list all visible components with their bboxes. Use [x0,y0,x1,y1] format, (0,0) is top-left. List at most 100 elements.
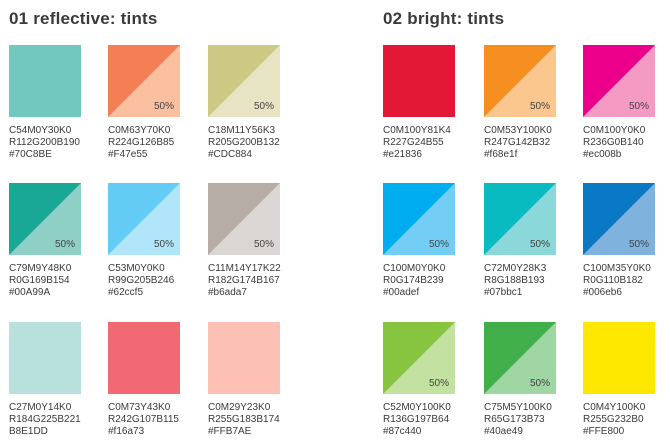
swatch-rgb-value: R236G0B140 [583,137,644,148]
swatch-cmyk-value: C54M0Y30K0 [9,125,72,136]
color-swatch [9,322,81,394]
color-swatch: 50% [484,183,556,255]
tint-percent-label: 50% [253,239,274,250]
swatch-cmyk-value: C100M35Y0K0 [583,263,651,274]
color-swatch: 50% [208,183,280,255]
tint-percent-label: 50% [153,239,174,250]
swatch-cmyk-value: C75M5Y100K0 [484,402,552,413]
swatch-cmyk-value: C0M53Y100K0 [484,125,552,136]
color-swatch [383,45,455,117]
color-swatch: 50% [583,45,655,117]
swatch-cmyk-value: C100M0Y0K0 [383,263,446,274]
swatch-hex-value: #87c440 [383,426,422,437]
swatch-info: C18M11Y56K3 R205G200B132 #CDC884 [208,125,308,161]
color-swatch: 50% [383,322,455,394]
tint-percent-label: 50% [628,101,649,112]
color-swatch: 50% [383,183,455,255]
swatch-hex-value: #FFB7AE [208,426,252,437]
color-swatch [583,322,655,394]
swatch-hex-value: #62ccf5 [108,287,144,298]
swatch-cmyk-value: C0M63Y70K0 [108,125,171,136]
color-swatch: 50% [9,183,81,255]
swatch-cmyk-value: C72M0Y28K3 [484,263,547,274]
tint-percent-label: 50% [529,378,550,389]
swatch-rgb-value: R182G174B167 [208,275,280,286]
swatch-info: C0M100Y0K0 R236G0B140 #ec008b [583,125,670,161]
swatch-info: C100M0Y0K0 R0G174B239 #00adef [383,263,483,299]
swatch-cmyk-value: C79M9Y48K0 [9,263,72,274]
swatch-info: C75M5Y100K0 R65G173B73 #40ae49 [484,402,584,438]
swatch-info: C0M100Y81K4 R227G24B55 #e21836 [383,125,483,161]
swatch-rgb-value: R255G183B174 [208,414,280,425]
swatch-rgb-value: R247G142B32 [484,137,551,148]
swatch-info: C54M0Y30K0 R112G200B190 #70C8BE [9,125,109,161]
color-swatch: 50% [484,45,556,117]
swatch-rgb-value: R0G169B154 [9,275,70,286]
swatch-hex-value: #f68e1f [484,149,518,160]
tint-percent-label: 50% [428,239,449,250]
swatch-info: C0M53Y100K0 R247G142B32 #f68e1f [484,125,584,161]
swatch-cmyk-value: C0M73Y43K0 [108,402,171,413]
tint-percent-label: 50% [54,239,75,250]
section-title-reflective: 01 reflective: tints [9,9,158,28]
swatch-rgb-value: R255G232B0 [583,414,644,425]
swatch-hex-value: #07bbc1 [484,287,523,298]
swatch-rgb-value: R65G173B73 [484,414,545,425]
tint-percent-label: 50% [253,101,274,112]
swatch-hex-value: #00adef [383,287,420,298]
color-swatch: 50% [208,45,280,117]
swatch-hex-value: #f16a73 [108,426,145,437]
swatch-info: C53M0Y0K0 R99G205B246 #62ccf5 [108,263,208,299]
color-swatch [208,322,280,394]
swatch-hex-value: #70C8BE [9,149,52,160]
swatch-info: C72M0Y28K3 R8G188B193 #07bbc1 [484,263,584,299]
swatch-cmyk-value: C18M11Y56K3 [208,125,276,136]
swatch-rgb-value: R0G110B182 [583,275,643,286]
swatch-info: C0M63Y70K0 R224G126B85 #F47e55 [108,125,208,161]
swatch-hex-value: #006eb6 [583,287,622,298]
swatch-rgb-value: R8G188B193 [484,275,545,286]
swatch-cmyk-value: C27M0Y14K0 [9,402,72,413]
tint-percent-label: 50% [529,101,550,112]
swatch-rgb-value: R242G107B115 [108,414,179,425]
swatch-info: C27M0Y14K0 R184G225B221 B8E1DD [9,402,109,438]
swatch-rgb-value: R224G126B85 [108,137,175,148]
swatch-info: C11M14Y17K22 R182G174B167 #b6ada7 [208,263,308,299]
swatch-info: C0M4Y100K0 R255G232B0 #FFE800 [583,402,670,438]
swatch-rgb-value: R205G200B132 [208,137,280,148]
color-swatch [108,322,180,394]
swatch-rgb-value: R184G225B221 [9,414,81,425]
swatch-info: C0M29Y23K0 R255G183B174 #FFB7AE [208,402,308,438]
swatch-hex-value: #e21836 [383,149,422,160]
swatch-hex-value: #FFE800 [583,426,625,437]
swatch-cmyk-value: C53M0Y0K0 [108,263,165,274]
color-swatch: 50% [108,183,180,255]
swatch-hex-value: #F47e55 [108,149,148,160]
swatch-hex-value: #CDC884 [208,149,252,160]
tint-percent-label: 50% [153,101,174,112]
swatch-rgb-value: R99G205B246 [108,275,175,286]
swatch-hex-value: #b6ada7 [208,287,247,298]
swatch-rgb-value: R227G24B55 [383,137,444,148]
swatch-info: C79M9Y48K0 R0G169B154 #00A99A [9,263,109,299]
swatch-info: C0M73Y43K0 R242G107B115 #f16a73 [108,402,208,438]
swatch-hex-value: #40ae49 [484,426,523,437]
swatch-cmyk-value: C0M4Y100K0 [583,402,646,413]
swatch-cmyk-value: C0M100Y0K0 [583,125,646,136]
tint-percent-label: 50% [628,239,649,250]
swatch-info: C100M35Y0K0 R0G110B182 #006eb6 [583,263,670,299]
tint-percent-label: 50% [529,239,550,250]
swatch-cmyk-value: C52M0Y100K0 [383,402,451,413]
swatch-cmyk-value: C0M100Y81K4 [383,125,451,136]
swatch-hex-value: B8E1DD [9,426,48,437]
color-swatch: 50% [484,322,556,394]
swatch-rgb-value: R0G174B239 [383,275,444,286]
swatch-hex-value: #ec008b [583,149,622,160]
color-swatch [9,45,81,117]
swatch-rgb-value: R112G200B190 [9,137,80,148]
swatch-info: C52M0Y100K0 R136G197B64 #87c440 [383,402,483,438]
swatch-cmyk-value: C0M29Y23K0 [208,402,271,413]
section-title-bright: 02 bright: tints [383,9,505,28]
swatch-cmyk-value: C11M14Y17K22 [208,263,281,274]
color-swatch: 50% [583,183,655,255]
